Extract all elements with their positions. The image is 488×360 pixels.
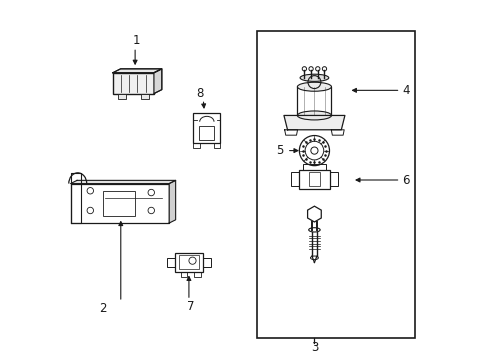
Bar [213,143,220,148]
Text: 5: 5 [275,144,283,157]
Polygon shape [169,180,175,223]
Bar [194,273,201,277]
FancyBboxPatch shape [112,73,154,94]
Bar [308,172,319,186]
Bar [291,172,299,186]
Bar [199,126,214,140]
Text: 7: 7 [186,300,194,313]
Bar [166,258,174,267]
Bar [179,256,199,270]
Bar [303,163,325,170]
Bar [329,172,337,186]
Bar [141,94,148,99]
Bar [193,143,200,148]
Ellipse shape [297,111,331,120]
Text: 8: 8 [196,87,203,100]
Bar [299,170,329,189]
Text: 4: 4 [401,84,409,97]
Text: 6: 6 [401,174,409,186]
Polygon shape [284,116,344,130]
Bar [102,191,135,216]
Bar [181,273,187,277]
Bar [257,31,414,338]
Bar [118,94,125,99]
Text: 1: 1 [133,33,141,47]
Polygon shape [154,69,162,94]
Bar [203,258,211,267]
Polygon shape [70,180,175,184]
Ellipse shape [297,82,331,91]
Text: 2: 2 [99,302,106,315]
Ellipse shape [300,74,328,81]
Bar [193,113,220,143]
Bar [174,253,203,273]
Polygon shape [112,69,162,73]
Text: 3: 3 [310,341,318,354]
